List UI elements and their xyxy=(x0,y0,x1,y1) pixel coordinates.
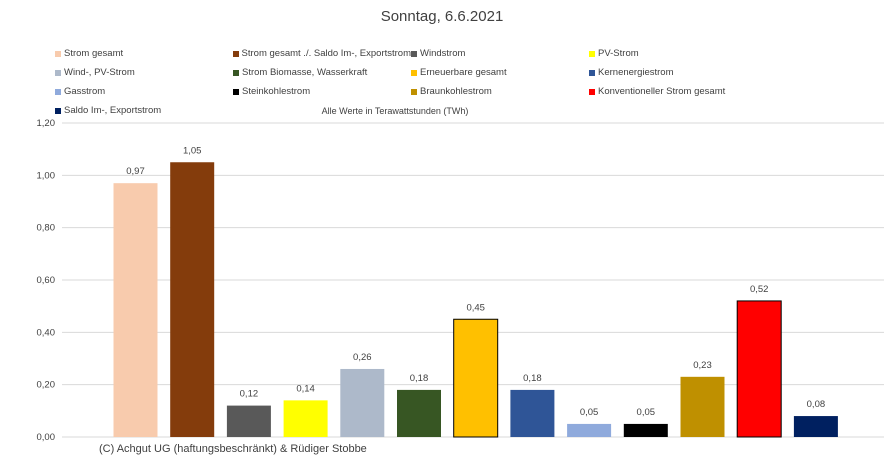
bar xyxy=(680,376,725,437)
bar xyxy=(340,368,385,437)
legend-swatch xyxy=(55,69,61,76)
bar xyxy=(623,423,668,437)
data-label: 1,05 xyxy=(183,145,202,156)
bar xyxy=(793,416,838,437)
legend-item: Gasstrom xyxy=(55,82,233,101)
legend-swatch xyxy=(589,88,595,95)
chart-subtitle: Alle Werte in Terawattstunden (TWh) xyxy=(321,106,469,116)
y-tick-label: 0,80 xyxy=(37,223,56,234)
bar xyxy=(397,389,441,437)
y-tick-label: 0,00 xyxy=(37,432,56,443)
legend-label: Erneuerbare gesamt xyxy=(420,67,507,78)
legend-label: PV-Strom xyxy=(598,48,639,59)
bar xyxy=(170,162,215,437)
y-tick-label: 1,20 xyxy=(37,118,56,129)
legend-item: Wind-, PV-Strom xyxy=(55,63,233,82)
bar xyxy=(283,400,328,437)
legend-item: Steinkohlestrom xyxy=(233,82,411,101)
data-label: 0,05 xyxy=(580,407,599,418)
bar xyxy=(567,423,612,437)
y-tick-label: 0,60 xyxy=(37,275,56,286)
legend-swatch xyxy=(55,107,61,114)
legend-label: Strom Biomasse, Wasserkraft xyxy=(242,67,368,78)
data-label: 0,18 xyxy=(523,373,542,384)
y-tick-label: 0,40 xyxy=(37,327,56,338)
legend-item: Strom Biomasse, Wasserkraft xyxy=(233,63,411,82)
legend-item: Braunkohlestrom xyxy=(411,82,589,101)
bar xyxy=(453,318,499,438)
chart-title: Sonntag, 6.6.2021 xyxy=(380,8,504,25)
legend-label: Windstrom xyxy=(420,48,466,59)
legend-item: Konventioneller Strom gesamt xyxy=(589,82,767,101)
legend-item: Saldo Im-, Exportstrom xyxy=(55,101,233,120)
data-label: 0,14 xyxy=(296,383,315,394)
legend-label: Strom gesamt ./. Saldo Im-, Exportstrom xyxy=(241,48,411,59)
data-label: 0,45 xyxy=(466,302,485,313)
data-label: 0,97 xyxy=(126,166,145,177)
data-label: 0,12 xyxy=(240,389,259,400)
legend-item: Erneuerbare gesamt xyxy=(411,63,589,82)
data-label: 0,18 xyxy=(410,373,429,384)
legend-label: Braunkohlestrom xyxy=(420,86,492,97)
legend: Strom gesamt Strom gesamt ./. Saldo Im-, … xyxy=(55,44,875,120)
legend-label: Konventioneller Strom gesamt xyxy=(598,86,726,97)
legend-label: Strom gesamt xyxy=(64,48,124,59)
legend-item: Strom gesamt xyxy=(55,44,233,63)
data-label: 0,05 xyxy=(637,407,656,418)
bar xyxy=(510,389,555,437)
legend-swatch xyxy=(55,50,61,57)
data-label: 0,52 xyxy=(750,284,769,295)
data-label: 0,08 xyxy=(807,399,826,410)
data-label: 0,23 xyxy=(693,360,712,371)
legend-swatch xyxy=(411,69,417,76)
legend-label: Wind-, PV-Strom xyxy=(64,67,135,78)
legend-swatch xyxy=(233,88,239,95)
legend-swatch xyxy=(589,69,595,76)
legend-label: Saldo Im-, Exportstrom xyxy=(64,105,162,116)
bar xyxy=(736,300,782,438)
copyright-text: (C) Achgut UG (haftungsbeschränkt) & Rüd… xyxy=(97,443,369,455)
bar xyxy=(113,183,158,437)
legend-swatch xyxy=(589,50,595,57)
legend-item: Strom gesamt ./. Saldo Im-, Exportstrom xyxy=(233,44,411,63)
legend-swatch xyxy=(411,88,417,95)
legend-label: Kernenergiestrom xyxy=(598,67,674,78)
legend-item: Windstrom xyxy=(411,44,589,63)
bar xyxy=(226,405,271,437)
legend-label: Steinkohlestrom xyxy=(242,86,311,97)
y-tick-label: 0,20 xyxy=(37,380,56,391)
legend-label: Gasstrom xyxy=(64,86,106,97)
legend-swatch xyxy=(233,50,239,57)
legend-swatch xyxy=(411,50,417,57)
data-label: 0,26 xyxy=(353,352,372,363)
legend-item: PV-Strom xyxy=(589,44,767,63)
legend-item: Kernenergiestrom xyxy=(589,63,767,82)
y-tick-label: 1,00 xyxy=(37,170,56,181)
legend-swatch xyxy=(55,88,61,95)
legend-swatch xyxy=(233,69,239,76)
